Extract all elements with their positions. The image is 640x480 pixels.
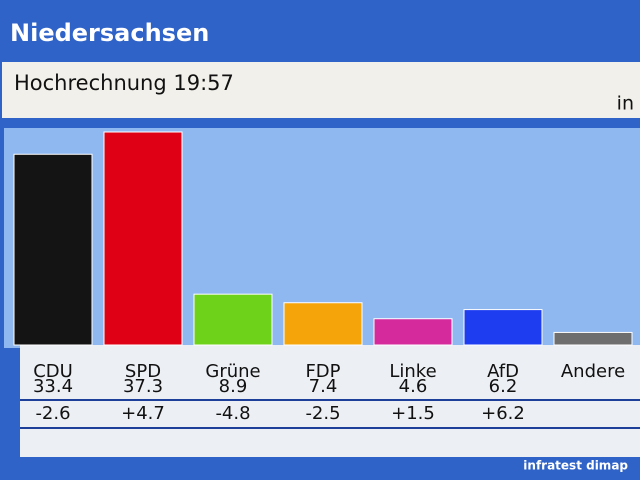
change-label: -2.6 — [35, 403, 70, 424]
value-label: 33.4 — [33, 376, 73, 397]
chart-subtitle: Hochrechnung 19:57 — [14, 71, 234, 95]
bar — [553, 331, 633, 346]
value-label: 8.9 — [219, 376, 248, 397]
change-label: +4.7 — [121, 403, 165, 424]
value-label: 7.4 — [309, 376, 338, 397]
change-label: +6.2 — [481, 403, 525, 424]
party-label: AfD — [487, 361, 519, 382]
unit-note: in — [617, 93, 634, 115]
party-label: CDU — [33, 361, 73, 382]
value-label: 6.2 — [489, 376, 518, 397]
value-label: 37.3 — [123, 376, 163, 397]
value-label: 4.6 — [399, 376, 428, 397]
party-label: Andere — [561, 361, 625, 382]
subtitle-strip — [2, 62, 640, 118]
bar — [463, 309, 543, 346]
party-label: Grüne — [205, 361, 260, 382]
party-label: FDP — [305, 361, 340, 382]
chart-title: Niedersachsen — [10, 19, 209, 47]
change-label: -2.5 — [305, 403, 340, 424]
party-label: SPD — [125, 361, 161, 382]
bar — [13, 153, 93, 346]
bar — [283, 302, 363, 346]
bar — [103, 131, 183, 346]
party-label: Linke — [389, 361, 436, 382]
change-label: +1.5 — [391, 403, 435, 424]
bar — [193, 293, 273, 346]
bar — [373, 318, 453, 346]
change-label: -4.8 — [215, 403, 250, 424]
source: infratest dimap — [523, 459, 628, 473]
